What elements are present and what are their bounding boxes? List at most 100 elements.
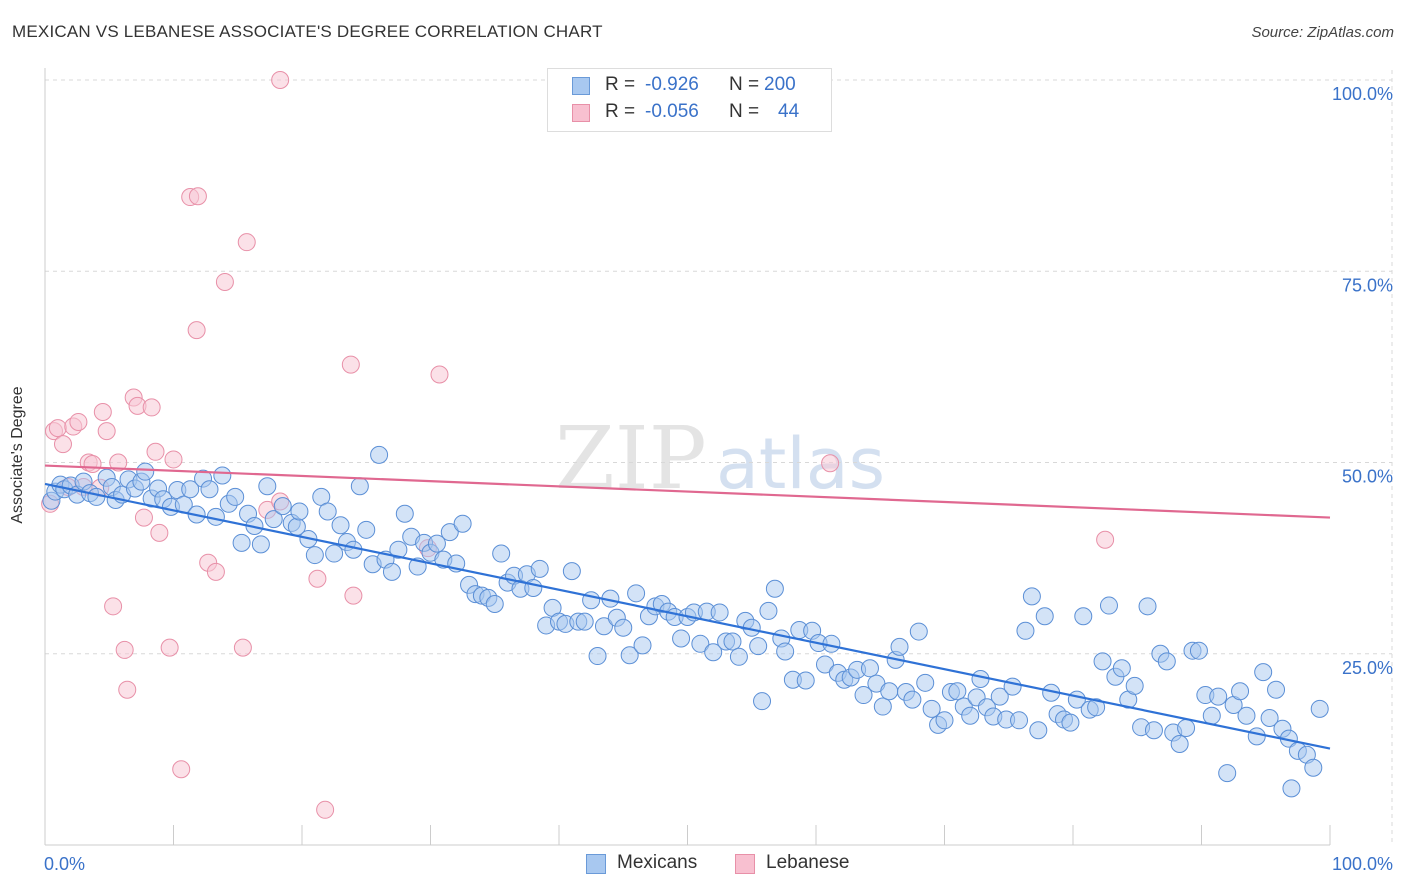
mexicans-point	[1138, 597, 1157, 616]
mexicans-point	[1087, 698, 1106, 717]
mexicans-point	[815, 655, 834, 674]
lebanese-point	[83, 455, 102, 474]
mexicans-point	[759, 601, 778, 620]
mexicans-point	[251, 535, 270, 554]
lebanese-point	[93, 403, 112, 422]
lebanese-point	[134, 508, 153, 527]
mexicans-point	[620, 646, 639, 665]
mexicans-point	[1035, 607, 1054, 626]
mexicans-point	[672, 629, 691, 648]
lebanese-point	[821, 454, 840, 473]
lebanese-legend-swatch	[735, 854, 755, 874]
mexicans-point	[1247, 727, 1266, 746]
x-tick-label-min: 0.0%	[44, 854, 85, 874]
mexicans-point	[594, 617, 613, 636]
watermark-atlas: atlas	[716, 423, 885, 505]
legend-r-value: -0.056	[645, 101, 699, 122]
mexicans-point	[258, 477, 277, 496]
mexicans-point	[427, 534, 446, 553]
mexicans-point	[916, 673, 935, 692]
lebanese-point	[53, 435, 72, 454]
mexicans-point	[1003, 677, 1022, 696]
legend-n-label: N =	[729, 101, 760, 122]
lebanese-trend-line	[44, 464, 1331, 519]
lebanese-point	[316, 800, 335, 819]
legend-r-value: -0.926	[645, 74, 699, 95]
mexicans-point	[1112, 659, 1131, 678]
legend-r-label: R =	[605, 74, 636, 95]
mexicans-point	[136, 462, 155, 481]
lebanese-point	[69, 412, 88, 431]
mexicans-point	[1144, 721, 1163, 740]
lebanese-legend-label: Lebanese	[766, 852, 850, 873]
mexicans-point	[880, 682, 899, 701]
mexicans-point	[1267, 680, 1286, 699]
mexicans-point	[485, 595, 504, 614]
lebanese-point	[188, 187, 207, 206]
mexicans-point	[1254, 663, 1273, 682]
x-tick-label-max: 100.0%	[1332, 854, 1393, 874]
lebanese-point	[1096, 530, 1115, 549]
mexicans-swatch	[572, 77, 590, 95]
lebanese-point	[150, 523, 169, 542]
lebanese-point	[160, 638, 179, 657]
mexicans-point	[1099, 596, 1118, 615]
mexicans-point	[1218, 764, 1237, 783]
mexicans-point	[990, 687, 1009, 706]
lebanese-point	[146, 442, 165, 461]
lebanese-point	[48, 419, 67, 438]
lebanese-point	[115, 640, 134, 659]
mexicans-point	[382, 562, 401, 581]
mexicans-point	[1231, 682, 1250, 701]
mexicans-point	[1282, 779, 1301, 798]
mexicans-point	[331, 516, 350, 535]
lebanese-point	[344, 586, 363, 605]
mexicans-point	[318, 502, 337, 521]
mexicans-point	[935, 711, 954, 730]
mexicans-point	[903, 690, 922, 709]
mexicans-point	[1189, 641, 1208, 660]
lebanese-point	[206, 562, 225, 581]
mexicans-point	[633, 636, 652, 655]
mexicans-point	[627, 584, 646, 603]
lebanese-point	[271, 71, 290, 89]
mexicans-point	[357, 520, 376, 539]
lebanese-point	[172, 760, 191, 779]
mexicans-point	[909, 622, 928, 641]
legend-n-label: N =	[729, 74, 760, 95]
lebanese-point	[341, 355, 360, 374]
mexicans-point	[729, 647, 748, 666]
lebanese-point	[308, 569, 327, 588]
lebanese-point	[215, 272, 234, 291]
mexicans-point	[524, 578, 543, 597]
mexicans-point	[1202, 706, 1221, 725]
mexicans-point	[971, 669, 990, 688]
lebanese-point	[97, 422, 116, 441]
mexicans-point	[796, 671, 815, 690]
mexicans-legend-swatch	[586, 854, 606, 874]
mexicans-point	[1022, 587, 1041, 606]
lebanese-series	[41, 71, 1115, 819]
y-tick-label: 50.0%	[1342, 467, 1393, 487]
lebanese-point	[430, 365, 449, 384]
mexicans-point	[854, 686, 873, 705]
mexicans-point	[440, 523, 459, 542]
mexicans-point	[948, 682, 967, 701]
mexicans-point	[614, 618, 633, 637]
mexicans-point	[1061, 713, 1080, 732]
lebanese-point	[187, 321, 206, 340]
mexicans-point	[1237, 706, 1256, 725]
mexicans-point	[200, 480, 219, 499]
mexicans-point	[1260, 709, 1279, 728]
tick-labels: 25.0% 50.0% 75.0% 100.0% 0.0% 100.0%	[44, 84, 1393, 874]
mexicans-point	[273, 497, 292, 516]
legend-n-value: 44	[778, 101, 800, 122]
mexicans-point	[1074, 607, 1093, 626]
mexicans-point	[1010, 711, 1029, 730]
mexicans-point	[370, 445, 389, 464]
mexicans-point	[961, 706, 980, 725]
axes	[44, 68, 1331, 846]
mexicans-point	[723, 632, 742, 651]
mexicans-point	[873, 697, 892, 716]
